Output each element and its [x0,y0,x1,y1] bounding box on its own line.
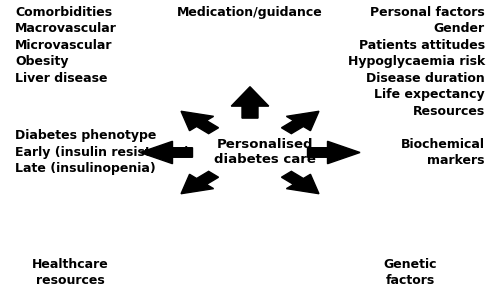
Text: Medication/guidance: Medication/guidance [177,6,323,19]
FancyArrow shape [282,171,319,194]
Text: Personal factors
Gender
Patients attitudes
Hypoglycaemia risk
Disease duration
L: Personal factors Gender Patients attitud… [348,6,485,118]
FancyArrow shape [181,111,218,134]
Text: Healthcare
resources: Healthcare resources [32,257,108,287]
FancyArrow shape [231,87,269,118]
FancyArrow shape [308,141,360,164]
Text: Biochemical
markers: Biochemical markers [401,138,485,167]
Text: Personalised
diabetes care: Personalised diabetes care [214,138,316,167]
Text: Genetic
factors: Genetic factors [384,257,437,287]
Text: Comorbidities
Macrovascular
Microvascular
Obesity
Liver disease: Comorbidities Macrovascular Microvascula… [15,6,117,85]
FancyArrow shape [140,141,192,164]
Text: Diabetes phenotype
Early (insulin resistance)
Late (insulinopenia): Diabetes phenotype Early (insulin resist… [15,129,190,176]
FancyArrow shape [181,171,218,194]
FancyArrow shape [282,111,319,134]
